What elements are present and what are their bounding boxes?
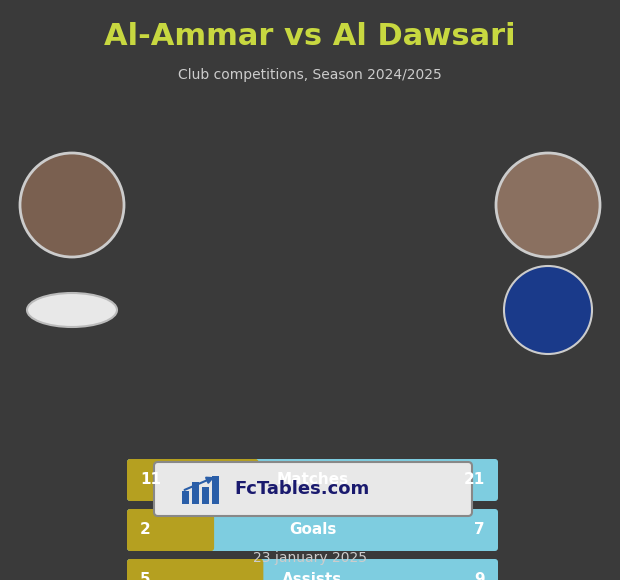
Text: Matches: Matches: [277, 473, 348, 488]
Text: Al-Ammar vs Al Dawsari: Al-Ammar vs Al Dawsari: [104, 22, 516, 51]
Circle shape: [20, 153, 124, 257]
FancyBboxPatch shape: [127, 509, 498, 551]
Text: 23 january 2025: 23 january 2025: [253, 551, 367, 565]
Text: 2: 2: [140, 523, 151, 538]
FancyBboxPatch shape: [202, 487, 209, 504]
Circle shape: [496, 153, 600, 257]
Text: Club competitions, Season 2024/2025: Club competitions, Season 2024/2025: [178, 68, 442, 82]
Text: 21: 21: [464, 473, 485, 488]
Ellipse shape: [27, 293, 117, 327]
FancyBboxPatch shape: [127, 459, 259, 501]
FancyBboxPatch shape: [154, 462, 472, 516]
FancyBboxPatch shape: [127, 559, 498, 580]
Text: Assists: Assists: [282, 572, 343, 580]
Text: 9: 9: [474, 572, 485, 580]
FancyBboxPatch shape: [127, 459, 498, 501]
Text: 7: 7: [474, 523, 485, 538]
FancyBboxPatch shape: [182, 491, 189, 504]
Text: Goals: Goals: [289, 523, 336, 538]
FancyBboxPatch shape: [127, 559, 264, 580]
Text: FcTables.com: FcTables.com: [234, 480, 370, 498]
FancyBboxPatch shape: [127, 509, 214, 551]
Circle shape: [504, 266, 592, 354]
FancyBboxPatch shape: [192, 482, 199, 504]
Text: 5: 5: [140, 572, 151, 580]
Text: 11: 11: [140, 473, 161, 488]
FancyBboxPatch shape: [212, 476, 219, 504]
